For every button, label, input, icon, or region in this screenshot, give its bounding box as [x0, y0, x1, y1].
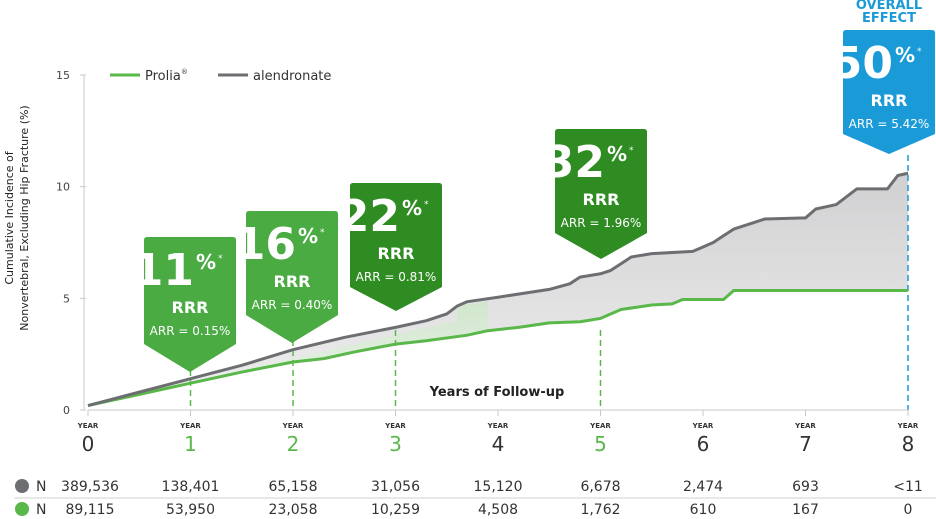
- callout-percent: %: [196, 250, 216, 274]
- x-tick-label: 4: [492, 432, 505, 456]
- x-tick-year-word: YEAR: [77, 422, 99, 430]
- callout-value: 11: [133, 245, 194, 296]
- n-row-marker-alendronate: [15, 479, 29, 493]
- callout-value: 22: [339, 191, 400, 242]
- callout-star: *: [424, 200, 429, 210]
- y-axis-title-line1: Cumulative Incidence of: [3, 150, 16, 284]
- callout-arr: ARR = 0.81%: [356, 270, 437, 284]
- overall-effect-label: OVERALL: [856, 0, 922, 13]
- n-row-marker-prolia: [15, 502, 29, 516]
- rrr-callout-year-3: 22% * RRR ARR = 0.81%: [339, 183, 442, 311]
- callout-percent: %: [402, 196, 422, 220]
- callout-arr: ARR = 5.42%: [849, 117, 930, 131]
- n-value: 610: [690, 502, 717, 518]
- n-value: 167: [792, 502, 819, 518]
- x-tick-label: 3: [389, 432, 402, 456]
- y-tick-label: 5: [63, 292, 70, 305]
- callout-percent: %: [298, 224, 318, 248]
- callout-rrr: RRR: [583, 190, 620, 209]
- n-value: 693: [792, 479, 819, 495]
- callout-box: [843, 30, 935, 154]
- x-tick-year-word: YEAR: [794, 422, 816, 430]
- y-tick-label: 15: [56, 69, 70, 82]
- callout-arr: ARR = 1.96%: [561, 216, 642, 230]
- n-value: 10,259: [371, 502, 420, 518]
- rrr-callout-year-1: 11% * RRR ARR = 0.15%: [133, 237, 236, 372]
- x-tick-year-word: YEAR: [179, 422, 201, 430]
- callout-star: *: [917, 47, 922, 57]
- n-value: 15,120: [474, 479, 523, 495]
- x-tick-year-word: YEAR: [282, 422, 304, 430]
- n-value: 138,401: [162, 479, 220, 495]
- callout-rrr: RRR: [172, 298, 209, 317]
- callout-rrr: RRR: [378, 244, 415, 263]
- callout-star: *: [629, 146, 634, 156]
- rrr-callout-year-5: 32% * RRR ARR = 1.96%: [544, 129, 647, 259]
- x-tick-label: 5: [594, 432, 607, 456]
- x-tick-label: 1: [184, 432, 197, 456]
- series-line-prolia: [87, 289, 908, 407]
- rrr-callout-year-2: 16% * RRR ARR = 0.40%: [235, 211, 338, 343]
- callout-star: *: [218, 254, 223, 264]
- n-value: 31,056: [371, 479, 420, 495]
- n-value: 65,158: [269, 479, 318, 495]
- n-value: 6,678: [580, 479, 620, 495]
- n-value: 2,474: [683, 479, 723, 495]
- y-tick-label: 10: [56, 181, 70, 194]
- x-tick-year-word: YEAR: [589, 422, 611, 430]
- callout-box: [144, 237, 236, 372]
- x-tick-label: 0: [82, 432, 95, 456]
- n-value: 89,115: [66, 502, 115, 518]
- x-tick-year-word: YEAR: [897, 422, 919, 430]
- x-tick-year-word: YEAR: [487, 422, 509, 430]
- series-line-alendronate: [87, 171, 909, 407]
- callout-star: *: [320, 228, 325, 238]
- legend-label-alendronate: alendronate: [253, 69, 331, 84]
- callout-rrr: RRR: [274, 272, 311, 291]
- callout-box: [350, 183, 442, 311]
- n-value: 0: [904, 502, 913, 518]
- x-tick-label: 6: [697, 432, 710, 456]
- x-tick-year-word: YEAR: [692, 422, 714, 430]
- callout-box: [555, 129, 647, 259]
- n-value: 389,536: [61, 479, 119, 495]
- callout-rrr: RRR: [871, 91, 908, 110]
- y-axis-title-line2: Nonvertebral, Excluding Hip Fracture (%): [18, 105, 31, 330]
- callout-arr: ARR = 0.40%: [252, 298, 333, 312]
- n-value: 23,058: [269, 502, 318, 518]
- x-tick-label: 8: [902, 432, 915, 456]
- callout-arr: ARR = 0.15%: [150, 324, 231, 338]
- legend-label-prolia: Prolia®: [145, 68, 188, 84]
- x-tick-year-word: YEAR: [384, 422, 406, 430]
- x-tick-label: 7: [799, 432, 812, 456]
- x-axis-title: Years of Follow-up: [429, 385, 565, 400]
- callout-box: [246, 211, 338, 343]
- n-value: 4,508: [478, 502, 518, 518]
- overall-effect-label: EFFECT: [862, 11, 916, 26]
- n-row-label: N: [36, 502, 46, 518]
- callout-percent: %: [895, 43, 915, 67]
- callout-value: 32: [544, 137, 605, 188]
- n-value: 1,762: [580, 502, 620, 518]
- callout-value: 50: [832, 38, 893, 89]
- n-row-label: N: [36, 479, 46, 495]
- y-tick-label: 0: [63, 404, 70, 417]
- callout-percent: %: [607, 142, 627, 166]
- callout-value: 16: [235, 219, 296, 270]
- legend: Prolia® alendronate: [110, 68, 331, 84]
- x-tick-label: 2: [287, 432, 300, 456]
- n-value: <11: [893, 479, 923, 495]
- n-value: 53,950: [166, 502, 215, 518]
